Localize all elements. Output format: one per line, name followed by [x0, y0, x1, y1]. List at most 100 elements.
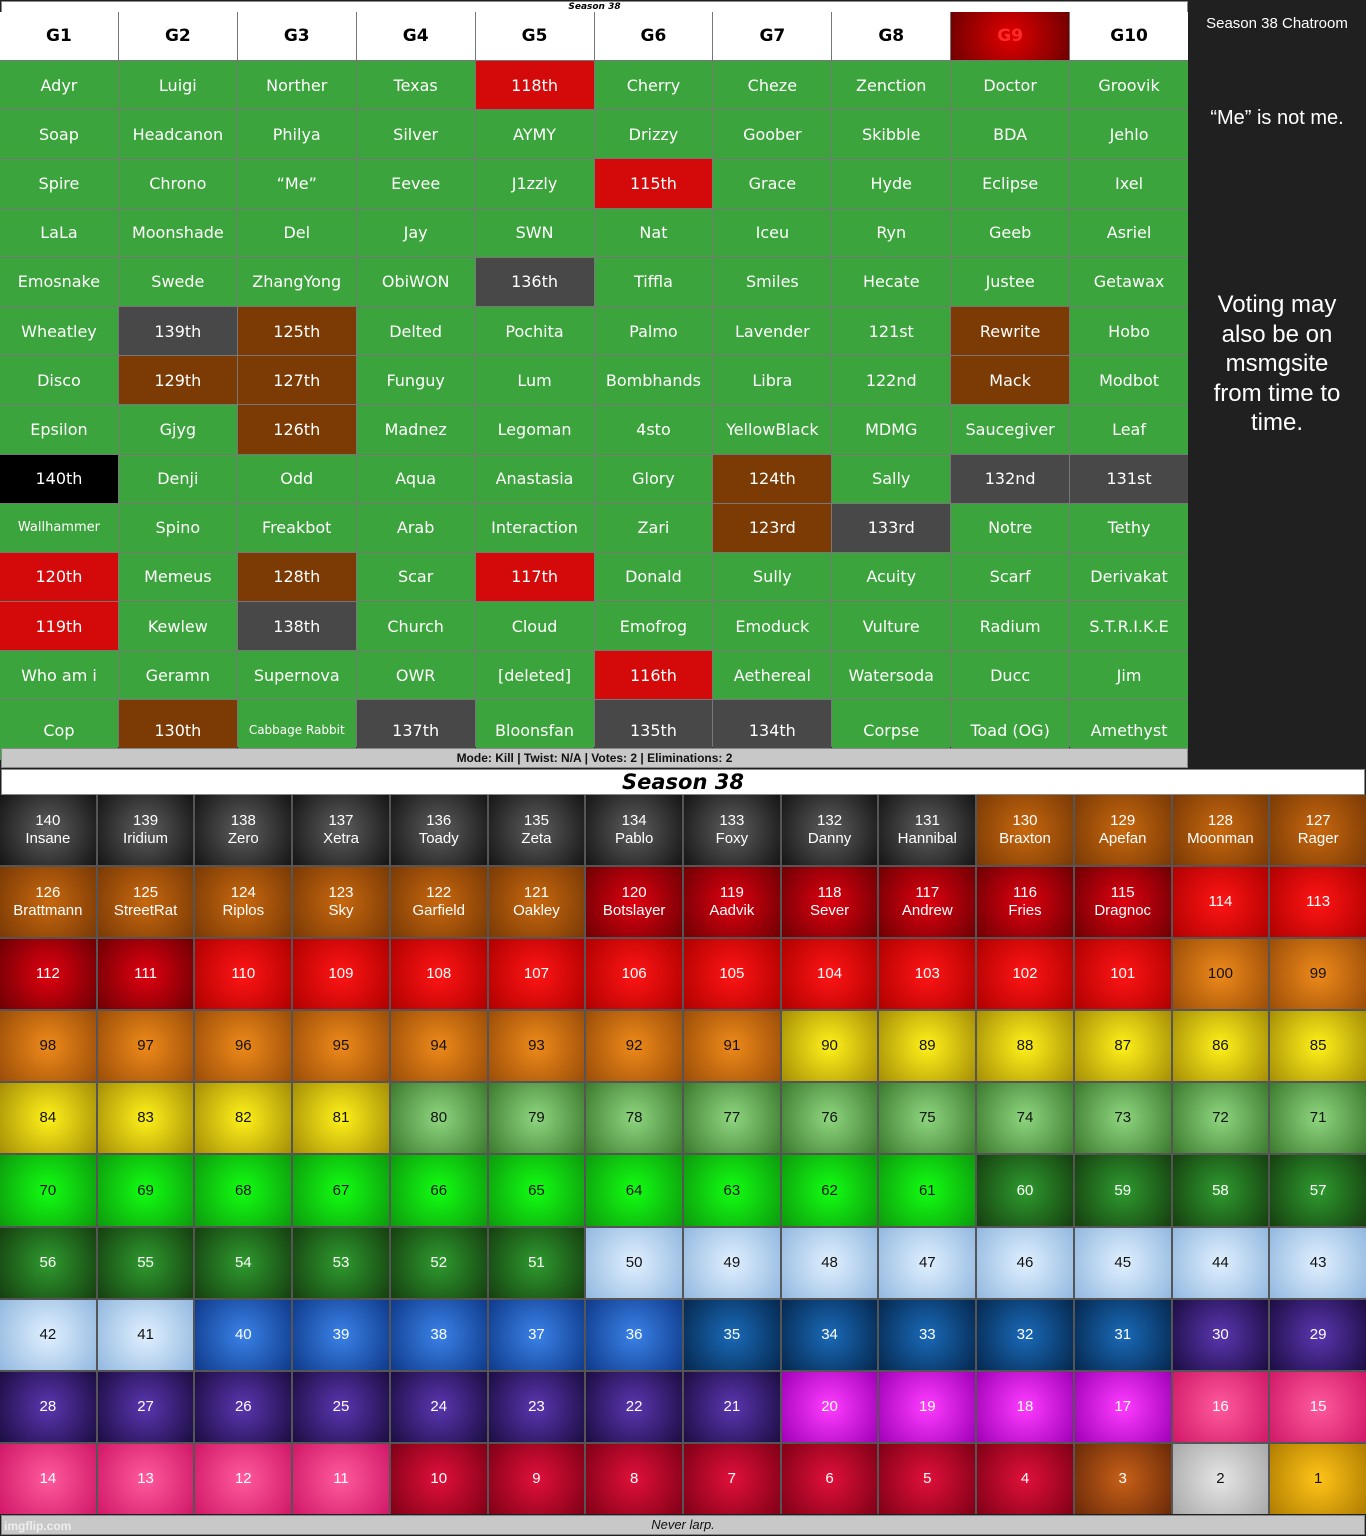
placement-cell: 116 Fries: [977, 867, 1073, 938]
group-cell: 122nd: [832, 356, 951, 405]
group-header-g2: G2: [118, 12, 237, 60]
placement-cell: 51: [488, 1227, 585, 1298]
group-table: G1 G2 G3 G4 G5 G6 G7 G8 G9 G10 Adyr Luigi Norther Tex…: [0, 12, 1188, 761]
group-header-g4: G4: [356, 12, 475, 60]
placement-rank: 81: [332, 1109, 350, 1127]
group-cell: Swede: [118, 257, 237, 306]
placement-cell: 140 Insane: [0, 795, 96, 866]
placement-rank: 106: [621, 965, 647, 983]
placement-rank: 108: [426, 965, 452, 983]
group-cell: Soap: [0, 110, 118, 159]
group-cell: Aqua: [356, 454, 475, 503]
group-header-g3: G3: [237, 12, 356, 60]
placement-cell: 30: [1172, 1299, 1269, 1370]
placement-rank: 89: [918, 1037, 936, 1055]
placement-rank: 53: [332, 1253, 350, 1271]
placement-name: Garfield: [412, 902, 465, 920]
placement-rank: 79: [528, 1109, 545, 1127]
placement-rank: 2: [1216, 1469, 1225, 1487]
placement-cell: 38: [390, 1299, 487, 1370]
placement-rank: 20: [821, 1397, 838, 1415]
group-cell: Jehlo: [1070, 110, 1188, 159]
placement-rank: 104: [817, 965, 843, 983]
placement-rank: 83: [137, 1109, 154, 1127]
footer-bar: Never larp.: [1, 1515, 1365, 1535]
group-cell: Scar: [356, 552, 475, 602]
placement-cell: 11: [293, 1443, 389, 1514]
group-cell: Mack: [951, 356, 1070, 405]
placement-rank: 136: [426, 812, 452, 830]
placement-cell: 100: [1172, 939, 1269, 1010]
group-cell: 123rd: [713, 503, 832, 552]
placement-cell: 136 Toady: [390, 795, 487, 866]
placement-cell: 42: [0, 1299, 96, 1370]
group-cell: Lavender: [713, 306, 832, 356]
placement-name: Rager: [1297, 830, 1339, 848]
placement-rank: 56: [39, 1253, 57, 1271]
group-cell: LaLa: [0, 208, 118, 257]
placement-cell: 87: [1074, 1011, 1171, 1082]
placement-cell: 95: [293, 1011, 389, 1082]
group-cell: Leaf: [1070, 405, 1188, 454]
placement-rank: 39: [332, 1325, 350, 1343]
placement-cell: 57: [1270, 1155, 1366, 1226]
placement-name: Andrew: [901, 902, 953, 920]
placement-rank: 40: [234, 1325, 252, 1343]
group-cell: Getawax: [1070, 257, 1188, 306]
placement-cell: 82: [195, 1083, 292, 1154]
group-cell: 136th: [475, 257, 594, 306]
placement-rank: 24: [430, 1397, 448, 1415]
placement-rank: 105: [719, 965, 745, 983]
placement-cell: 97: [97, 1011, 194, 1082]
placement-rank: 5: [923, 1469, 932, 1487]
chatroom-note: “Me” is not me.: [1210, 107, 1344, 129]
placement-cell: 21: [684, 1371, 780, 1442]
placement-name: Sky: [328, 902, 354, 920]
placement-cell: 25: [293, 1371, 389, 1442]
placement-rank: 82: [234, 1109, 252, 1127]
placement-cell: 13: [97, 1443, 194, 1514]
placement-cell: 92: [586, 1011, 682, 1082]
placement-rank: 47: [918, 1253, 936, 1271]
placement-cell: 86: [1172, 1011, 1269, 1082]
group-cell: Memeus: [118, 552, 237, 602]
placement-rank: 33: [918, 1325, 936, 1343]
group-cell: Ixel: [1070, 159, 1188, 208]
placement-cell: 4: [977, 1443, 1073, 1514]
placement-rank: 26: [234, 1397, 252, 1415]
group-cell: Moonshade: [118, 208, 237, 257]
placement-name: Hannibal: [897, 830, 957, 848]
placement-rank: 77: [723, 1109, 741, 1127]
group-cell: Tiffla: [594, 257, 713, 306]
placement-cell: 43: [1270, 1227, 1366, 1298]
placement-rank: 29: [1309, 1325, 1327, 1343]
placement-cell: 59: [1074, 1155, 1171, 1226]
placement-cell: 125 StreetRat: [97, 867, 194, 938]
placement-rank: 1: [1313, 1469, 1323, 1487]
placement-rank: 116: [1013, 884, 1037, 902]
group-cell: 125th: [237, 306, 356, 356]
placement-rank: 110: [231, 965, 256, 983]
group-cell: 127th: [237, 356, 356, 405]
placement-rank: 70: [39, 1181, 57, 1199]
placement-cell: 88: [977, 1011, 1073, 1082]
placement-cell: 128 Moonman: [1172, 795, 1269, 866]
group-cell: Eclipse: [951, 159, 1070, 208]
group-cell: Interaction: [475, 503, 594, 552]
group-cell: Goober: [713, 110, 832, 159]
placement-cell: 107: [488, 939, 585, 1010]
group-cell: Hobo: [1070, 306, 1188, 356]
group-cell: ZhangYong: [237, 257, 356, 306]
group-cell: Grace: [713, 159, 832, 208]
group-cell: Zari: [594, 503, 713, 552]
placement-rank: 87: [1114, 1037, 1132, 1055]
placement-cell: 29: [1270, 1299, 1366, 1370]
placement-rank: 62: [821, 1181, 838, 1199]
group-cell: 118th: [475, 61, 594, 110]
placement-cell: 115 Dragnoc: [1074, 867, 1171, 938]
placement-cell: 50: [586, 1227, 682, 1298]
placement-rank: 135: [523, 812, 549, 830]
group-cell: Skibble: [832, 110, 951, 159]
placement-cell: 19: [879, 1371, 976, 1442]
placement-rank: 80: [430, 1109, 448, 1127]
